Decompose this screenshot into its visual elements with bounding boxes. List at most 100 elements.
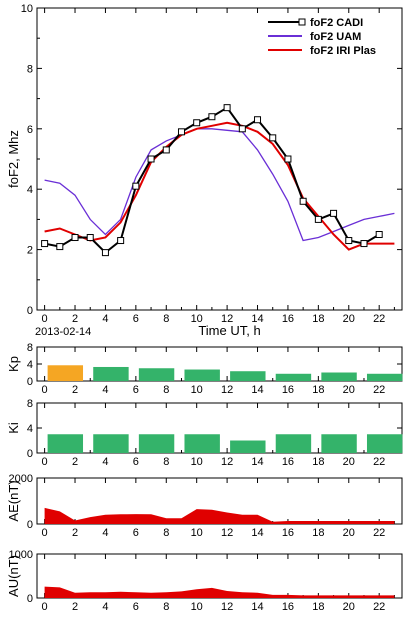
kp-bar xyxy=(321,372,357,381)
kp-bar xyxy=(47,365,84,381)
legend-label: foF2 UAM xyxy=(310,31,361,43)
data-point-marker xyxy=(147,155,155,163)
x-tick-label: 6 xyxy=(133,313,139,325)
x-tick-label: 6 xyxy=(133,601,139,613)
data-point-marker xyxy=(345,237,353,245)
x-tick-label: 14 xyxy=(251,384,263,396)
y-tick-label: 2000 xyxy=(9,473,33,485)
legend-marker xyxy=(298,18,306,26)
legend-label: foF2 CADI xyxy=(310,17,363,29)
x-tick-label: 14 xyxy=(251,456,263,468)
x-tick-label: 2 xyxy=(72,313,78,325)
x-tick-label: 20 xyxy=(343,456,355,468)
data-point-marker xyxy=(254,116,262,124)
x-tick-label: 14 xyxy=(251,313,263,325)
x-tick-label: 6 xyxy=(133,384,139,396)
y-axis-label: AU(nT) xyxy=(6,555,21,597)
data-point-marker xyxy=(269,134,277,142)
data-point-marker xyxy=(299,197,307,205)
kp-bar xyxy=(184,369,220,381)
x-tick-label: 10 xyxy=(191,527,203,539)
y-tick-label: 0 xyxy=(27,448,33,460)
kp-bar xyxy=(366,373,403,381)
x-tick-label: 8 xyxy=(163,384,169,396)
y-axis-label: Ki xyxy=(6,422,21,434)
data-point-marker xyxy=(132,182,140,190)
data-point-marker xyxy=(117,237,125,245)
ki-bar xyxy=(275,434,312,453)
x-tick-label: 12 xyxy=(221,384,233,396)
x-tick-label: 14 xyxy=(251,527,263,539)
ki-bar xyxy=(184,434,220,453)
data-point-marker xyxy=(177,128,185,136)
x-tick-label: 0 xyxy=(42,313,48,325)
data-point-marker xyxy=(193,119,201,127)
x-tick-label: 0 xyxy=(42,456,48,468)
x-tick-label: 20 xyxy=(343,601,355,613)
data-point-marker xyxy=(360,240,368,248)
x-tick-label: 0 xyxy=(42,384,48,396)
data-point-marker xyxy=(314,215,322,223)
au-area xyxy=(44,586,395,598)
legend-label: foF2 IRI Plas xyxy=(310,45,376,57)
data-point-marker xyxy=(86,234,94,242)
data-point-marker xyxy=(101,249,109,257)
y-tick-label: 4 xyxy=(27,184,33,196)
ki-bar xyxy=(366,434,403,453)
ki-bar xyxy=(321,434,357,453)
x-tick-label: 8 xyxy=(163,601,169,613)
x-tick-label: 0 xyxy=(42,601,48,613)
x-tick-label: 12 xyxy=(221,527,233,539)
x-tick-label: 22 xyxy=(373,313,385,325)
x-tick-label: 4 xyxy=(102,313,108,325)
data-point-marker xyxy=(375,231,383,238)
x-tick-label: 0 xyxy=(42,527,48,539)
x-tick-label: 12 xyxy=(221,456,233,468)
x-tick-label: 6 xyxy=(133,456,139,468)
x-tick-label: 16 xyxy=(282,456,294,468)
data-point-marker xyxy=(162,146,170,154)
x-tick-label: 4 xyxy=(102,527,108,539)
y-tick-label: 8 xyxy=(27,398,33,410)
y-tick-label: 0 xyxy=(27,519,33,531)
kp-bar xyxy=(93,366,129,381)
y-tick-label: 1000 xyxy=(9,549,33,561)
x-tick-label: 2 xyxy=(72,527,78,539)
x-tick-label: 20 xyxy=(343,384,355,396)
x-tick-label: 6 xyxy=(133,527,139,539)
y-axis-label: foF2, Mhz xyxy=(6,130,21,188)
date-label: 2013-02-14 xyxy=(35,326,91,338)
x-tick-label: 4 xyxy=(102,601,108,613)
ki-bar xyxy=(138,434,175,453)
x-tick-label: 8 xyxy=(163,527,169,539)
x-tick-label: 12 xyxy=(221,313,233,325)
x-tick-label: 10 xyxy=(191,601,203,613)
y-tick-label: 4 xyxy=(27,423,33,435)
data-point-marker xyxy=(330,209,338,217)
x-tick-label: 16 xyxy=(282,601,294,613)
data-point-marker xyxy=(208,113,216,121)
x-tick-label: 4 xyxy=(102,456,108,468)
x-tick-label: 18 xyxy=(312,384,324,396)
x-tick-label: 20 xyxy=(343,527,355,539)
x-tick-label: 10 xyxy=(191,456,203,468)
y-tick-label: 8 xyxy=(27,63,33,75)
x-tick-label: 16 xyxy=(282,527,294,539)
y-tick-label: 8 xyxy=(27,342,33,354)
ae-area xyxy=(44,507,395,524)
kp-bar xyxy=(138,368,175,381)
x-tick-label: 22 xyxy=(373,601,385,613)
x-tick-label: 18 xyxy=(312,527,324,539)
series-line-fof2-iri-plas xyxy=(44,121,395,251)
x-tick-label: 18 xyxy=(312,601,324,613)
x-tick-label: 2 xyxy=(72,456,78,468)
x-tick-label: 8 xyxy=(163,313,169,325)
y-axis-label: Kp xyxy=(6,356,21,372)
y-tick-label: 2 xyxy=(27,245,33,257)
x-tick-label: 22 xyxy=(373,456,385,468)
x-tick-label: 18 xyxy=(312,456,324,468)
x-tick-label: 16 xyxy=(282,313,294,325)
y-tick-label: 10 xyxy=(21,3,33,15)
